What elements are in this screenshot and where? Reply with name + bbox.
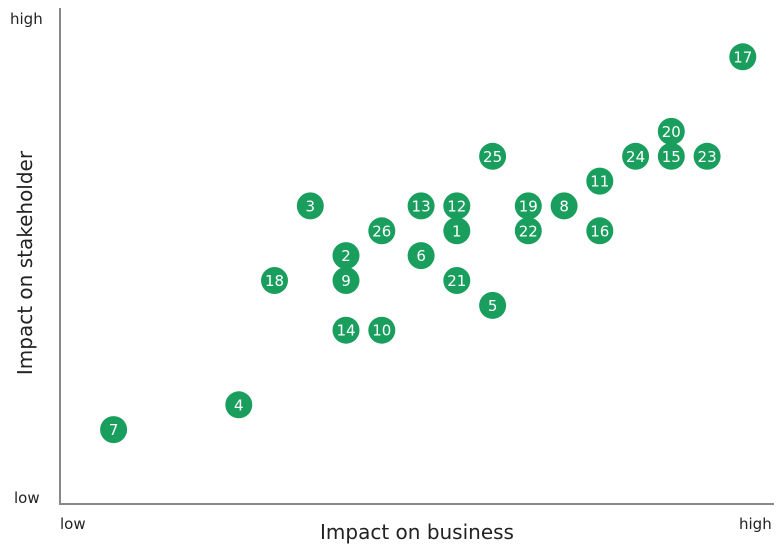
data-point-marker [368, 217, 396, 245]
data-point: 15 [657, 142, 685, 170]
data-point-marker [332, 267, 360, 294]
data-point: 12 [443, 192, 471, 220]
data-point-marker [261, 267, 288, 294]
data-point-marker [443, 267, 471, 294]
data-point-label: 6 [416, 247, 426, 265]
data-point-label: 1 [452, 222, 462, 240]
x-axis-title: Impact on business [320, 520, 514, 544]
data-point: 22 [514, 217, 542, 245]
data-point-marker [514, 217, 542, 245]
data-point-label: 26 [372, 222, 391, 240]
data-point: 20 [657, 117, 685, 145]
data-point-marker [332, 316, 360, 344]
data-point-label: 13 [412, 197, 431, 215]
data-point-label: 10 [372, 322, 391, 340]
data-point: 14 [332, 316, 360, 344]
data-point-label: 21 [447, 272, 466, 290]
data-point: 2 [332, 242, 360, 270]
data-point-label: 22 [519, 222, 538, 240]
data-point: 13 [407, 192, 435, 220]
data-point: 3 [296, 192, 324, 220]
data-point-label: 18 [265, 272, 284, 290]
data-points: 1234567891011121314151617181920212223242… [100, 43, 757, 444]
data-point: 23 [693, 142, 721, 170]
data-point-marker [693, 142, 721, 170]
data-point-marker [657, 117, 685, 145]
data-point: 9 [332, 267, 360, 294]
data-point: 18 [261, 267, 288, 294]
data-point-label: 11 [590, 173, 609, 191]
data-point-marker [586, 217, 614, 245]
data-point-marker [479, 291, 507, 319]
data-point-label: 19 [519, 197, 538, 215]
x-tick-low: low [60, 515, 86, 533]
data-point-label: 16 [590, 222, 609, 240]
data-point-label: 3 [306, 197, 316, 215]
data-point-label: 12 [447, 197, 466, 215]
data-point-label: 4 [234, 396, 244, 414]
data-point-marker [443, 192, 471, 220]
data-point: 5 [479, 291, 507, 319]
data-point: 19 [514, 192, 542, 220]
data-point-marker [479, 142, 507, 170]
data-point: 16 [586, 217, 614, 245]
data-point: 11 [586, 167, 614, 195]
data-point: 10 [368, 316, 396, 344]
data-point-label: 7 [109, 421, 119, 439]
data-point-marker [657, 142, 685, 170]
data-point-marker [100, 416, 128, 444]
data-point: 25 [479, 142, 507, 170]
data-point-label: 20 [662, 123, 681, 141]
data-point-marker [514, 192, 542, 220]
data-point-marker [729, 43, 757, 71]
y-tick-low: low [14, 489, 40, 507]
data-point-marker [443, 217, 471, 245]
data-point-label: 2 [341, 247, 351, 265]
y-axis-title: Impact on stakeholder [13, 150, 37, 375]
data-point-marker [332, 242, 360, 270]
x-tick-high: high [739, 515, 772, 533]
data-point-marker [296, 192, 324, 220]
data-point-label: 14 [336, 322, 355, 340]
data-point-label: 25 [483, 148, 502, 166]
data-point: 24 [622, 142, 650, 170]
data-point-label: 5 [488, 297, 498, 315]
data-point-label: 9 [341, 272, 351, 290]
data-point: 7 [100, 416, 128, 444]
data-point: 21 [443, 267, 471, 294]
data-point: 26 [368, 217, 396, 245]
data-point-label: 15 [662, 148, 681, 166]
data-point-marker [586, 167, 614, 195]
data-point-marker [550, 192, 578, 220]
data-point-marker [407, 242, 435, 270]
y-tick-high: high [10, 10, 43, 28]
data-point-marker [622, 142, 650, 170]
data-point: 17 [729, 43, 757, 71]
data-point-marker [407, 192, 435, 220]
data-point-marker [368, 316, 396, 344]
data-point: 1 [443, 217, 471, 245]
data-point: 8 [550, 192, 578, 220]
data-point-marker [225, 391, 253, 419]
data-point-label: 24 [626, 148, 645, 166]
data-point: 4 [225, 391, 253, 419]
data-point: 6 [407, 242, 435, 270]
data-point-label: 8 [559, 197, 569, 215]
data-point-label: 23 [698, 148, 717, 166]
data-point-label: 17 [733, 48, 752, 66]
